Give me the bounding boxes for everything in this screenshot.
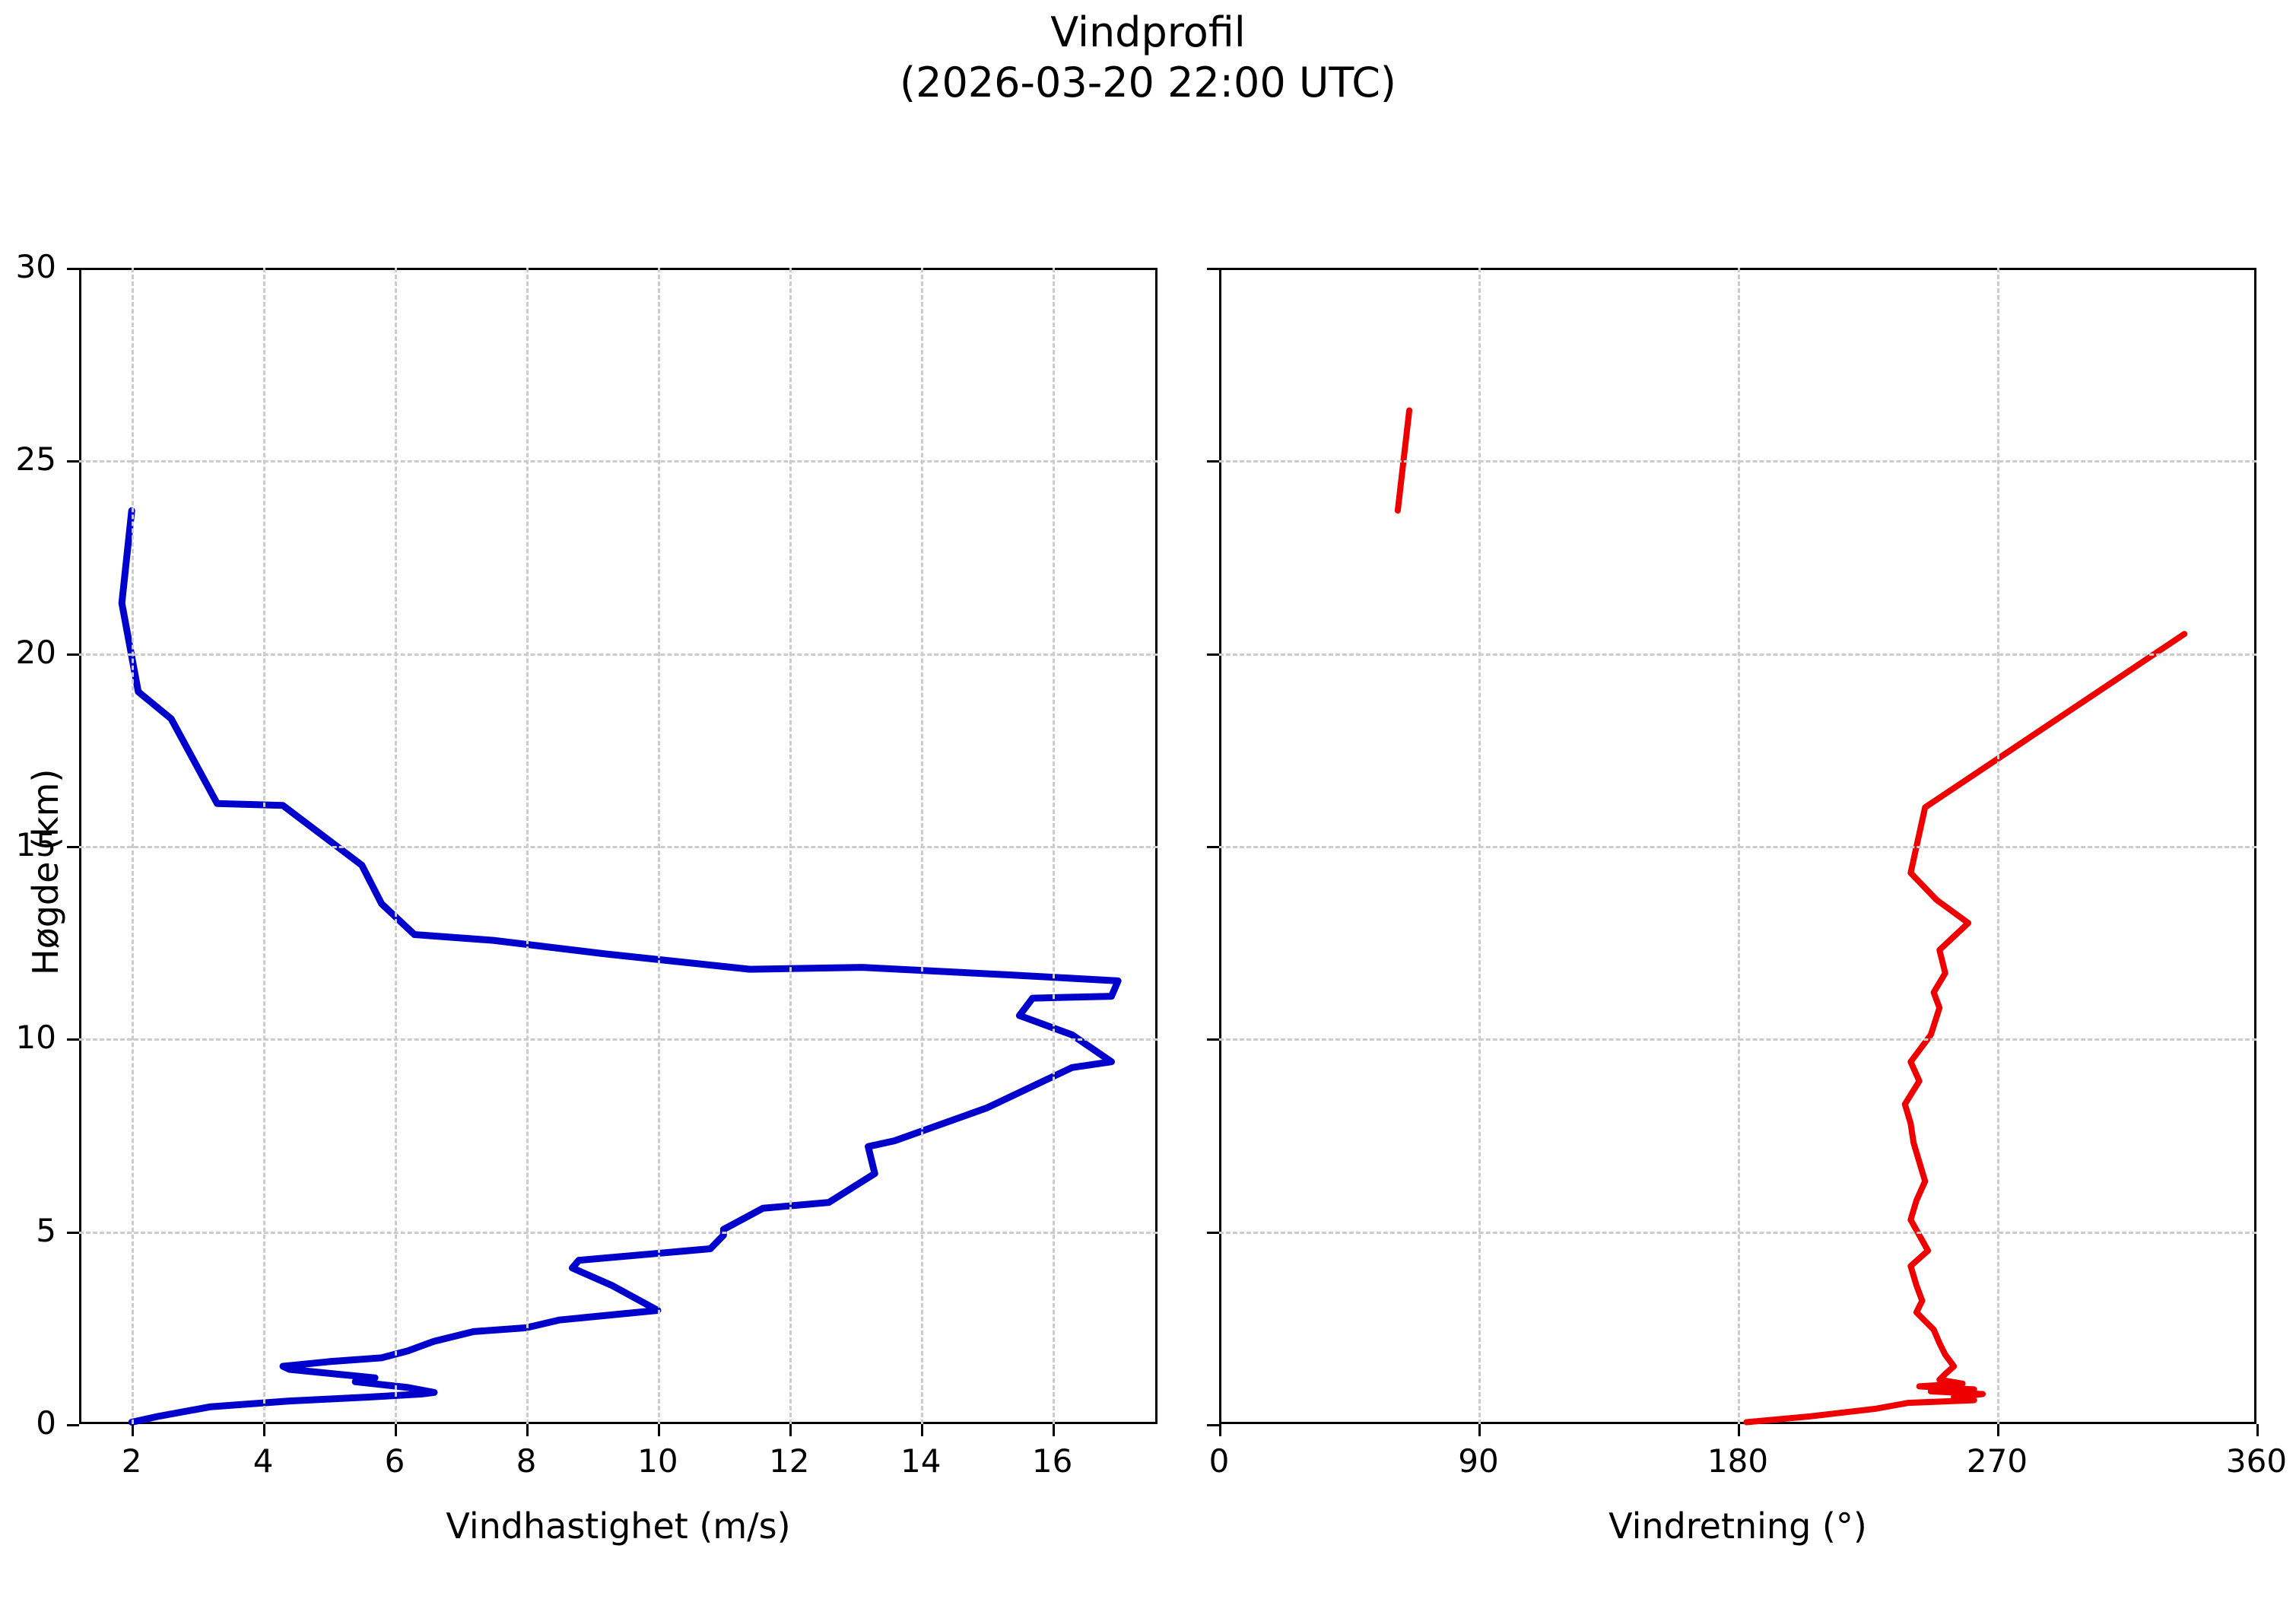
y-tick: [1207, 1231, 1219, 1234]
x-tick-label: 14: [900, 1442, 942, 1480]
y-tick-label: 25: [15, 440, 56, 479]
x-tick-label: 0: [1208, 1442, 1230, 1480]
y-gridline: [1219, 460, 2256, 463]
y-gridline: [79, 846, 1158, 848]
x-tick: [526, 1424, 529, 1436]
x-tick: [1478, 1424, 1481, 1436]
wind-direction-x-axis-label: Vindretning (°): [1608, 1505, 1867, 1547]
figure-title: Vindprofil (2026-03-20 22:00 UTC): [900, 8, 1396, 107]
x-tick-label: 12: [769, 1442, 810, 1480]
y-gridline: [1219, 846, 2256, 848]
x-tick: [1219, 1424, 1221, 1436]
x-tick: [132, 1424, 135, 1436]
y-tick: [1207, 653, 1219, 656]
y-tick-label: 5: [36, 1211, 56, 1249]
x-tick-label: 180: [1707, 1442, 1769, 1480]
x-tick: [657, 1424, 660, 1436]
x-tick-label: 360: [2225, 1442, 2288, 1480]
y-gridline: [1219, 1038, 2256, 1041]
x-tick: [1997, 1424, 1999, 1436]
y-gridline: [79, 460, 1158, 463]
y-tick: [67, 653, 79, 656]
y-tick: [1207, 460, 1219, 463]
x-tick-label: 90: [1458, 1442, 1499, 1480]
y-tick: [67, 1038, 79, 1041]
x-tick: [395, 1424, 398, 1436]
y-gridline: [1219, 653, 2256, 656]
y-tick-label: 30: [15, 248, 56, 285]
y-tick: [67, 1424, 79, 1426]
y-axis-label: Høgde (km): [25, 768, 66, 975]
y-gridline: [79, 1231, 1158, 1234]
x-tick-label: 4: [252, 1442, 274, 1480]
x-tick: [1052, 1424, 1055, 1436]
x-tick-label: 2: [121, 1442, 142, 1480]
wind-direction-lower-path: [1743, 631, 2188, 1426]
y-tick-label: 0: [36, 1404, 56, 1442]
x-tick-label: 8: [516, 1442, 537, 1480]
y-gridline: [1219, 1231, 2256, 1234]
y-tick: [67, 460, 79, 463]
y-gridline: [79, 653, 1158, 656]
y-tick: [1207, 846, 1219, 848]
wind-speed-line: [118, 507, 1122, 1426]
x-tick: [920, 1424, 923, 1436]
y-tick: [67, 1231, 79, 1234]
y-tick: [1207, 1424, 1219, 1426]
y-tick-label: 20: [15, 633, 56, 671]
x-tick: [1738, 1424, 1740, 1436]
x-tick: [2256, 1424, 2259, 1436]
y-tick: [67, 268, 79, 270]
wind-speed-panel: [79, 268, 1158, 1426]
y-tick-label: 15: [15, 826, 56, 863]
x-tick-label: 16: [1031, 1442, 1073, 1480]
y-tick: [1207, 1038, 1219, 1041]
x-tick-label: 270: [1966, 1442, 2028, 1480]
y-gridline: [79, 1038, 1158, 1041]
y-tick: [67, 846, 79, 848]
wind-speed-path: [118, 507, 1122, 1426]
x-tick: [789, 1424, 792, 1436]
x-tick-label: 6: [384, 1442, 405, 1480]
x-tick-label: 10: [637, 1442, 678, 1480]
x-tick: [263, 1424, 266, 1436]
wind-speed-x-axis-label: Vindhastighet (m/s): [446, 1505, 791, 1547]
y-tick: [1207, 268, 1219, 270]
y-tick-label: 10: [15, 1019, 56, 1057]
wind-direction-panel: [1219, 268, 2256, 1426]
